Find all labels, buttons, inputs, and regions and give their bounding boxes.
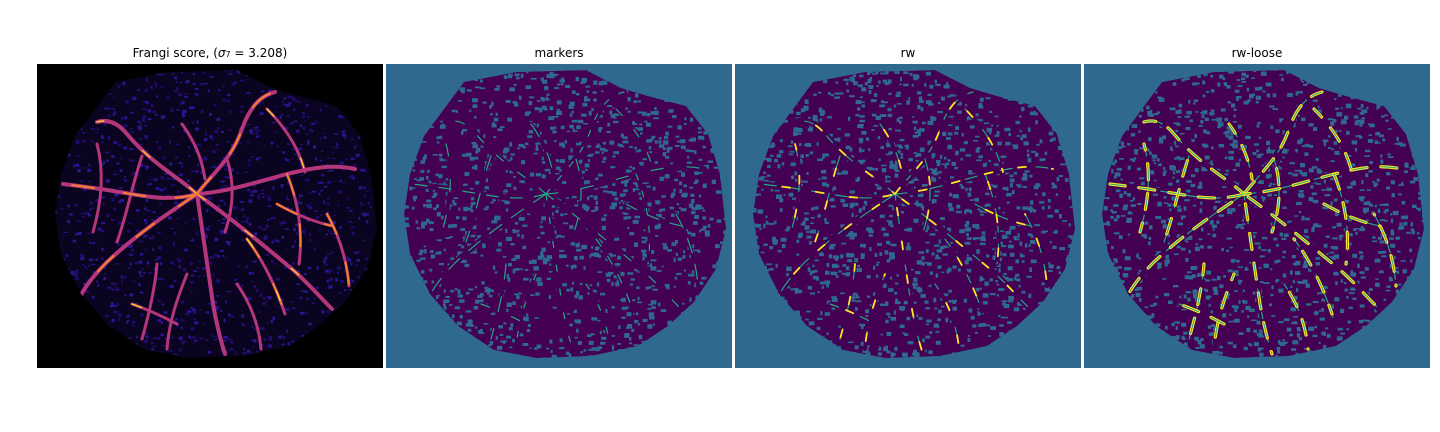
vessel-peak xyxy=(266,108,306,173)
marker-segment xyxy=(595,238,635,315)
marker-segment xyxy=(829,303,876,325)
marker-segment xyxy=(441,143,451,233)
vessel xyxy=(165,272,189,351)
marker-segment xyxy=(411,183,547,199)
marker-segment xyxy=(675,213,699,287)
segmented-vessel xyxy=(760,183,896,199)
vessel-network xyxy=(61,90,357,356)
frangi-panel-title: Frangi score, (σ7 = 3.208) xyxy=(132,46,288,60)
segmented-vessel xyxy=(1024,213,1048,287)
marker-segment xyxy=(1293,238,1333,315)
vessel xyxy=(235,282,263,351)
segmented-vessel-core xyxy=(1188,263,1205,340)
segmented-vessel xyxy=(984,173,1000,265)
segmented-vessel xyxy=(894,193,1031,310)
marker-segment xyxy=(545,91,625,195)
segmented-vessel-core xyxy=(1243,193,1273,355)
vessel-network xyxy=(409,89,707,357)
marker-segment xyxy=(794,120,896,195)
segmented-vessel xyxy=(839,263,856,340)
vessel-network xyxy=(758,89,1056,357)
vessel xyxy=(95,118,199,196)
segmented-vessel xyxy=(894,165,1054,195)
marker-segment xyxy=(894,193,924,355)
segmented-vessel xyxy=(934,283,960,350)
marker-segment xyxy=(573,158,582,233)
segmented-vessel-core xyxy=(1228,123,1253,180)
vessel-peak xyxy=(131,303,178,325)
segmented-vessel-core xyxy=(1293,238,1333,315)
frangi-panel xyxy=(37,64,383,368)
rw-panel-title: rw xyxy=(900,46,916,60)
segmented-vessel xyxy=(864,273,886,350)
vessel xyxy=(634,172,652,266)
vessel xyxy=(91,142,103,234)
markers-panel xyxy=(386,64,732,368)
vessel xyxy=(1282,282,1310,351)
marker-segment xyxy=(974,203,1032,227)
rw-image xyxy=(735,64,1081,368)
vessel xyxy=(543,191,684,312)
marker-segment xyxy=(944,238,984,315)
rw-loose-image xyxy=(1084,64,1430,368)
vessel-strong xyxy=(326,213,350,287)
marker-segment xyxy=(465,155,492,243)
rw-loose-panel xyxy=(1084,64,1430,368)
segmented-vessel-core xyxy=(1139,143,1149,233)
marker-segment xyxy=(490,263,507,340)
marker-segment xyxy=(1243,91,1323,195)
rw-panel xyxy=(735,64,1081,368)
marker-segment xyxy=(894,91,974,195)
tissue-region xyxy=(753,70,1075,358)
rw-loose-panel-title: rw-loose xyxy=(1231,46,1283,60)
marker-segment xyxy=(545,193,575,355)
vessel-strong xyxy=(196,91,276,195)
segmented-vessel-core xyxy=(1243,193,1380,310)
marker-segment xyxy=(625,203,683,227)
marker-segment xyxy=(427,193,547,300)
segmented-vessel xyxy=(1212,272,1236,351)
segmented-vessel xyxy=(829,303,876,325)
vessel xyxy=(514,272,538,351)
vessel-strong xyxy=(286,173,302,265)
segmented-vessel-core xyxy=(1143,120,1245,195)
vessel xyxy=(584,282,612,351)
segmented-vessel-core xyxy=(1323,203,1381,227)
segmented-vessel-core xyxy=(1178,303,1225,325)
segmented-vessel xyxy=(964,108,1004,173)
vessel xyxy=(195,192,227,356)
vessel xyxy=(115,154,144,244)
vessel-network xyxy=(1107,89,1405,357)
segmented-vessel xyxy=(1108,182,1246,200)
vessel-peak xyxy=(246,238,286,315)
marker-segment xyxy=(1373,213,1397,287)
vessel xyxy=(140,262,159,341)
marker-segment xyxy=(445,120,547,195)
marker-segment xyxy=(922,158,931,233)
marker-segment xyxy=(530,123,555,180)
marker-segment xyxy=(480,303,527,325)
vessel xyxy=(180,122,207,181)
vessel-strong xyxy=(62,183,198,199)
marker-segment xyxy=(790,143,800,233)
vessel-strong xyxy=(276,203,334,227)
marker-segment xyxy=(1271,158,1280,233)
segmented-vessel xyxy=(814,155,841,243)
markers-panel-title: markers xyxy=(534,46,584,60)
segmented-vessel-core xyxy=(1125,193,1245,300)
tissue-region xyxy=(1102,70,1424,358)
vessel xyxy=(223,157,234,234)
vessel-strong xyxy=(78,193,198,300)
markers-image xyxy=(386,64,732,368)
segmented-vessel-core xyxy=(1333,173,1348,265)
marker-segment xyxy=(879,123,904,180)
marker-segment xyxy=(776,193,896,300)
frangi-image xyxy=(37,64,383,368)
segmented-vessel-core xyxy=(1163,155,1190,243)
vessel xyxy=(195,192,334,311)
segmented-vessel-core xyxy=(1313,108,1353,173)
marker-segment xyxy=(615,108,655,173)
